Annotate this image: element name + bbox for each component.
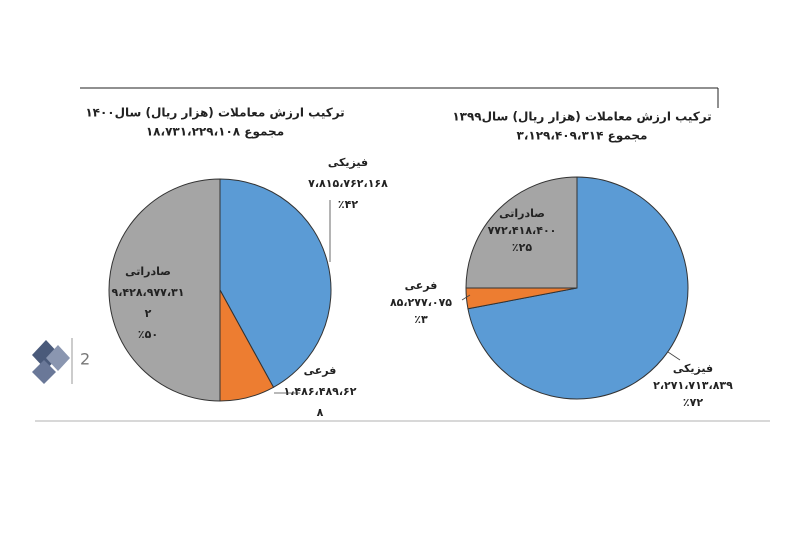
pie-slice: [108, 178, 221, 402]
slice-label: فرعی: [304, 364, 337, 377]
chart-subtitle: مجموع ۳،۱۲۹،۴۰۹،۳۱۴: [517, 129, 648, 144]
slice-label: فیزیکی: [328, 156, 368, 169]
logo: [32, 338, 73, 384]
slice-amount: ۷۷۲،۴۱۸،۴۰۰: [488, 224, 557, 237]
slice-amount: ۸: [317, 406, 324, 419]
pie-slice: [465, 176, 578, 289]
chart-subtitle: مجموع ۱۸،۷۳۱،۲۲۹،۱۰۸: [146, 125, 284, 140]
slice-amount: ۹،۴۲۸،۹۷۷،۳۱: [112, 286, 185, 299]
slice-label: فرعی: [405, 279, 438, 292]
leader-line: [667, 351, 681, 361]
pie-slice: [467, 176, 689, 400]
slice-percent: ٪۳: [414, 313, 428, 326]
slice-percent: ٪۲۵: [512, 241, 532, 254]
slice-label: صادراتی: [125, 265, 171, 278]
pie-slice: [219, 178, 332, 388]
slice-percent: ٪۷۲: [683, 396, 703, 409]
leader-line: [461, 294, 471, 301]
chart-title: ترکیب ارزش معاملات (هزار ریال) سال۱۳۹۹: [452, 110, 711, 124]
slice-amount: ۸۵،۲۷۷،۰۷۵: [390, 296, 452, 309]
slice-amount: ۱،۴۸۶،۴۸۹،۶۲: [284, 385, 357, 398]
slice-amount: ۲: [145, 307, 152, 320]
slice-percent: ٪۵۰: [138, 328, 158, 341]
page-number: 2: [80, 350, 90, 369]
slice-amount: ۷،۸۱۵،۷۶۲،۱۶۸: [308, 177, 388, 190]
slice-percent: ٪۴۲: [338, 198, 358, 211]
slice-label: صادراتی: [499, 207, 545, 220]
chart-title: ترکیب ارزش معاملات (هزار ریال) سال۱۴۰۰: [85, 106, 344, 120]
slice-amount: ۲،۲۷۱،۷۱۳،۸۳۹: [653, 379, 733, 392]
slice-label: فیزیکی: [673, 362, 713, 375]
